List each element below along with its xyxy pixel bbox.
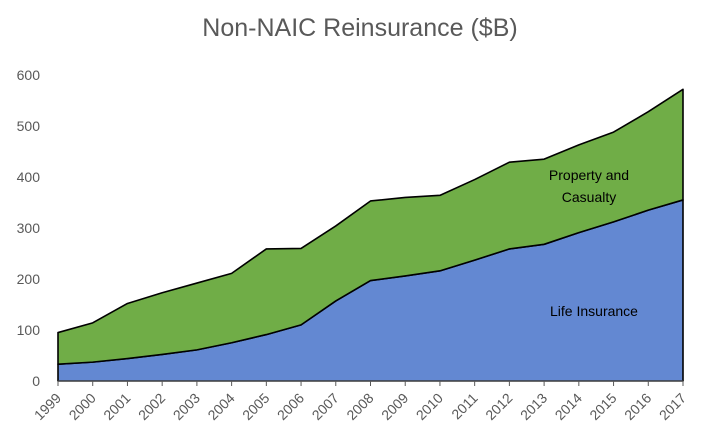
x-tick-label: 2011	[448, 390, 481, 423]
x-tick-label: 2014	[552, 390, 585, 423]
x-tick-label: 2002	[135, 390, 168, 423]
x-tick-label: 2007	[309, 390, 342, 423]
area-label: Casualty	[562, 189, 616, 205]
y-tick-label: 300	[17, 220, 41, 236]
y-tick-label: 600	[17, 67, 41, 83]
area-label: Life Insurance	[550, 303, 638, 319]
area-label: Property and	[549, 167, 629, 183]
x-tick-label: 2008	[343, 390, 376, 423]
y-tick-label: 400	[17, 169, 41, 185]
x-tick-label: 2009	[378, 390, 411, 423]
x-tick-label: 2005	[239, 390, 272, 423]
x-tick-label: 2001	[100, 390, 133, 423]
x-tick-label: 2006	[274, 390, 307, 423]
x-tick-label: 2004	[204, 390, 237, 423]
y-tick-label: 100	[17, 322, 41, 338]
x-tick-label: 2015	[586, 390, 619, 423]
annotation-layer: Property and Casualty Life Insurance	[549, 167, 638, 319]
x-tick-label: 2016	[621, 390, 654, 423]
x-tick-label: 1999	[31, 390, 64, 423]
x-tick-label: 2012	[482, 390, 515, 423]
x-axis: 1999 2000 2001 2002 2003 2004 2005 2006 2007 2008…	[31, 380, 689, 423]
x-tick-label: 2003	[170, 390, 203, 423]
area-layer	[57, 88, 684, 382]
chart-title: Non-NAIC Reinsurance ($B)	[202, 14, 518, 42]
y-tick-label: 500	[17, 118, 41, 134]
y-axis: 0 100 200 300 400 500 600	[17, 67, 41, 389]
x-tick-label: 2010	[413, 390, 446, 423]
x-tick-label: 2013	[517, 390, 550, 423]
y-tick-label: 200	[17, 271, 41, 287]
y-tick-label: 0	[32, 373, 40, 389]
area-property-and-casualty	[57, 88, 684, 365]
x-tick-label: 2000	[65, 390, 98, 423]
x-tick-label: 2017	[656, 390, 689, 423]
